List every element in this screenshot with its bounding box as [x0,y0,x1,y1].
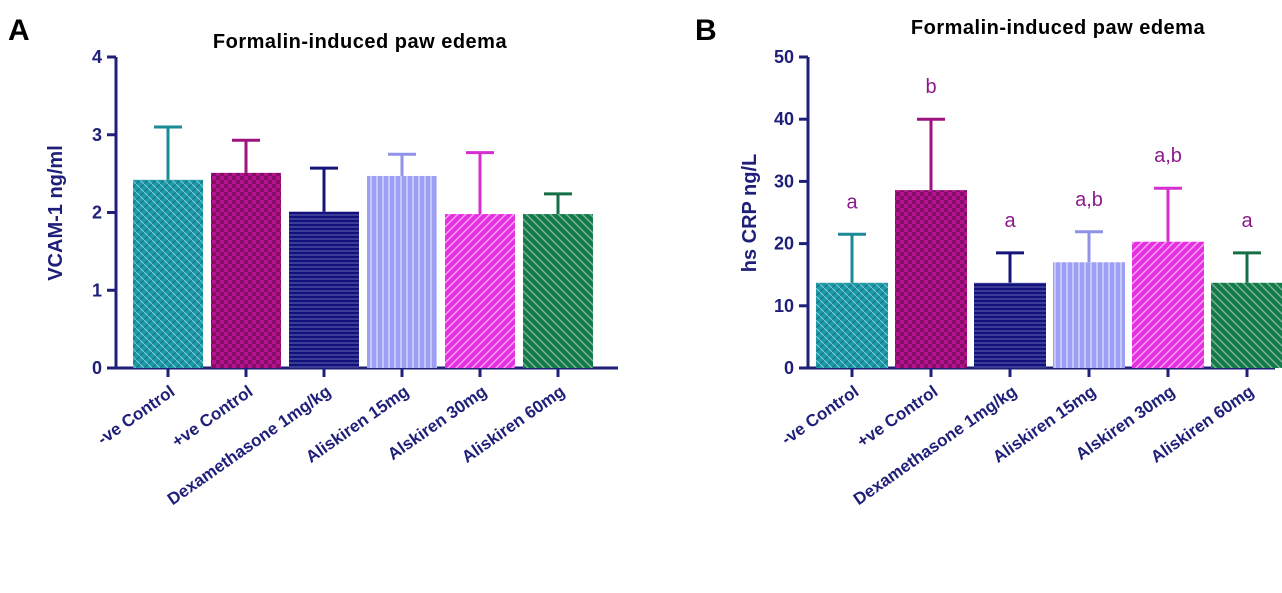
chart-title: Formalin-induced paw edema [911,17,1206,39]
panel-letter: B [695,14,717,47]
y-tick-label: 40 [774,109,794,129]
bar [133,179,203,368]
chart-title: Formalin-induced paw edema [213,31,508,53]
x-tick-label: -ve Control [778,382,862,449]
bar [289,211,359,368]
significance-label: a [1004,210,1016,232]
panel-a: A Formalin-induced paw edema VCAM-1 ng/m… [8,14,618,509]
bar [974,282,1046,368]
y-tick-label: 0 [92,358,102,378]
y-tick-label: 4 [92,47,102,67]
y-tick-label: 20 [774,234,794,254]
bar [816,282,888,368]
significance-label: a,b [1154,145,1182,167]
y-tick-label: 10 [774,296,794,316]
y-tick-label: 3 [92,125,102,145]
y-tick-label: 0 [784,358,794,378]
y-tick-label: 50 [774,47,794,67]
bar [523,214,593,368]
bar [1053,262,1125,368]
panel-letter: A [8,14,30,47]
bar [895,190,967,368]
significance-label: a [1241,210,1253,232]
y-tick-label: 30 [774,171,794,191]
significance-label: a,b [1075,189,1103,211]
significance-label: a [846,191,858,213]
bar [367,175,437,368]
y-tick-label: 1 [92,280,102,300]
y-axis-label: VCAM-1 ng/ml [45,145,67,281]
bar [1132,241,1204,368]
significance-label: b [925,76,936,98]
y-tick-label: 2 [92,203,102,223]
bar [1211,282,1282,368]
y-axis-label: hs CRP ng/L [739,154,761,273]
bar [211,172,281,368]
bar [445,214,515,368]
x-tick-label: -ve Control [94,382,178,449]
panel-b: B Formalin-induced paw edema hs CRP ng/L… [695,14,1282,509]
